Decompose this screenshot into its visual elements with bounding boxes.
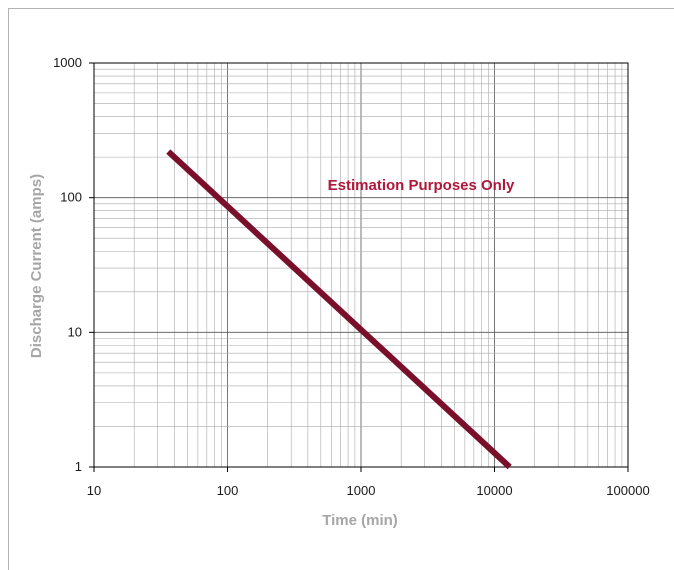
y-tick-label: 1000	[53, 55, 82, 70]
x-tick-label: 10000	[476, 483, 512, 498]
x-tick-label: 100	[217, 483, 239, 498]
annotation-estimation: Estimation Purposes Only	[328, 177, 515, 194]
x-tick-label: 1000	[347, 483, 376, 498]
chart-frame	[8, 8, 674, 570]
y-axis-title: Discharge Current (amps)	[28, 174, 45, 358]
x-tick-label: 10	[87, 483, 101, 498]
y-tick-label: 100	[60, 190, 82, 205]
x-tick-labels: 10 100 1000 10000 100000	[87, 467, 650, 498]
y-tick-label: 1	[75, 459, 82, 474]
x-tick-label: 100000	[606, 483, 649, 498]
y-tick-label: 10	[68, 324, 82, 339]
x-axis-title: Time (min)	[322, 512, 398, 529]
y-tick-labels: 1 10 100 1000	[53, 55, 94, 474]
grid	[93, 63, 628, 468]
series-line	[166, 149, 512, 470]
series-group	[166, 149, 512, 470]
